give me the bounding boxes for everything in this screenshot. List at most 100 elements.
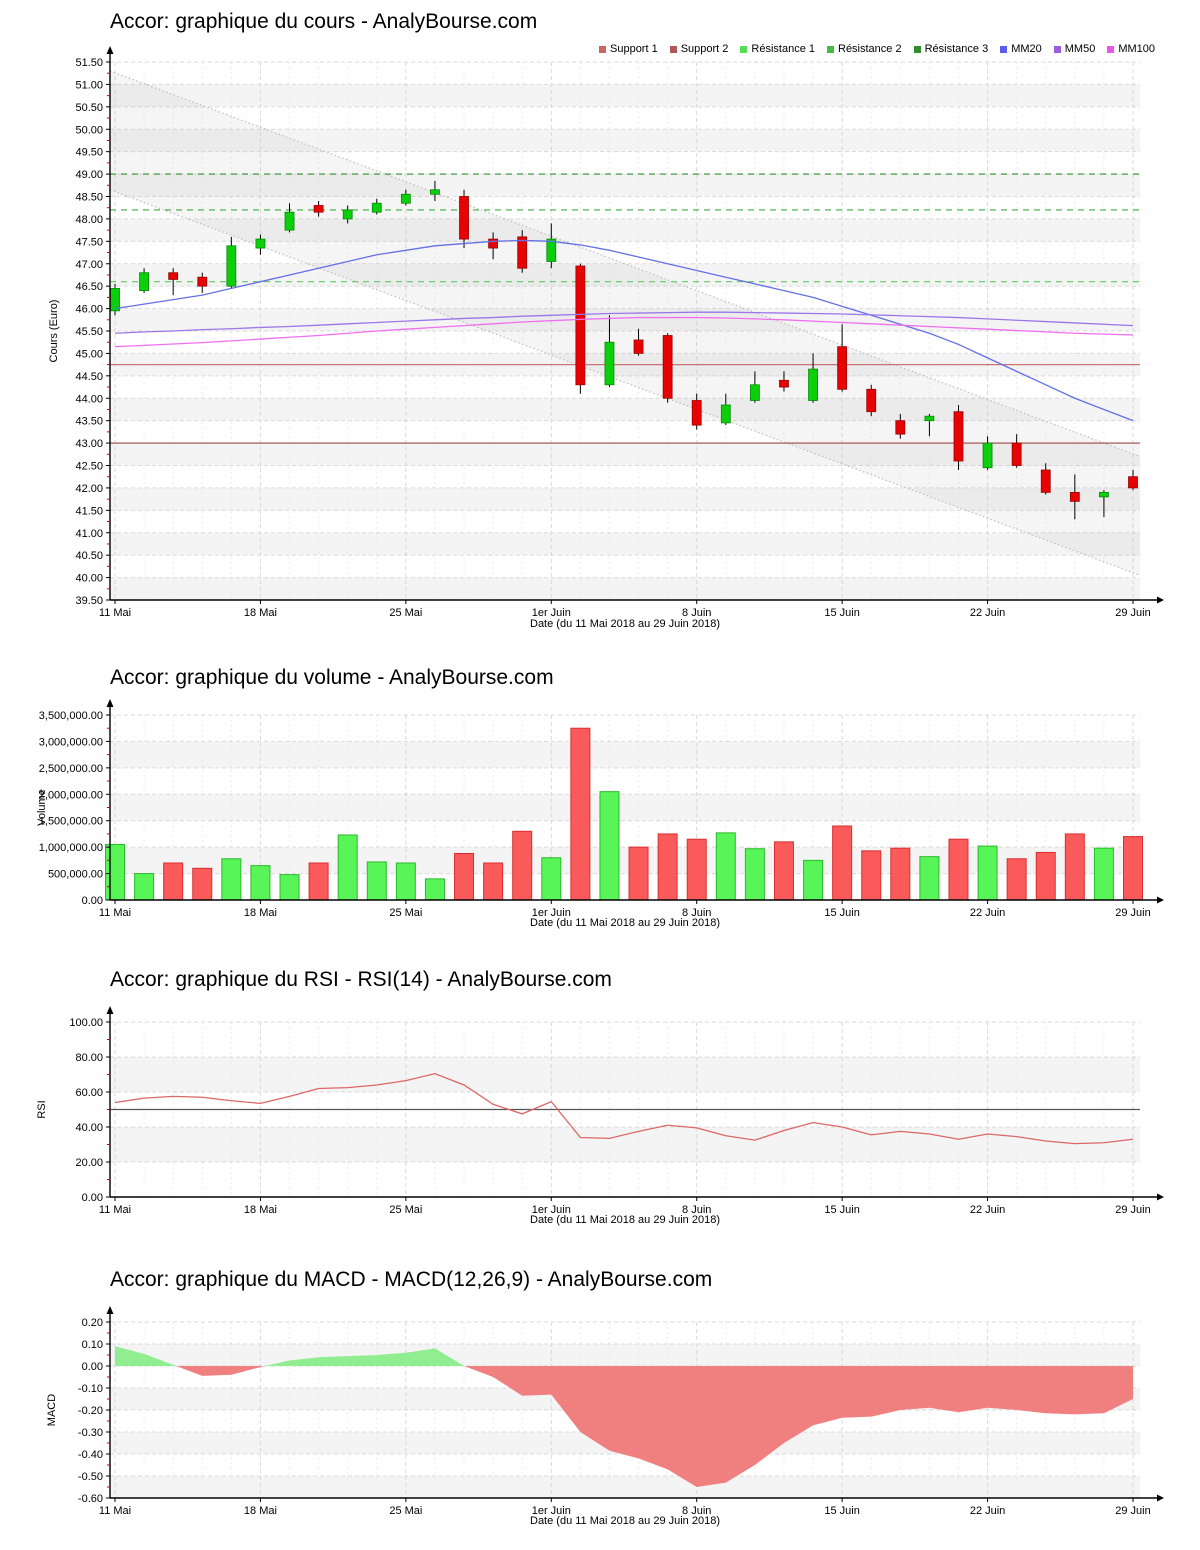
x-tick-label: 25 Mai	[389, 1505, 422, 1517]
background-stripe	[110, 308, 1140, 331]
candle	[575, 263, 586, 394]
x-tick-label: 1er Juin	[532, 907, 571, 919]
x-tick-label: 22 Juin	[970, 1204, 1005, 1216]
candle-body-up	[139, 272, 149, 292]
x-tick-label: 8 Juin	[682, 607, 711, 619]
candle-body-down	[866, 388, 877, 413]
volume-chart-section: Accor: graphique du volume - AnalyBourse…	[0, 650, 1200, 950]
x-tick-label: 22 Juin	[970, 907, 1005, 919]
volume-bar-up	[715, 832, 736, 901]
candle	[982, 436, 993, 470]
candle-body-up	[226, 245, 237, 287]
y-tick-label: 0.00	[82, 1192, 103, 1204]
legend-label: MM20	[1011, 43, 1042, 55]
legend-item: Résistance 1	[740, 43, 815, 55]
candle	[517, 230, 528, 273]
x-tick-label: 8 Juin	[682, 1204, 711, 1216]
y-tick-label: -0.60	[78, 1493, 103, 1505]
y-tick-label: 45.00	[75, 348, 103, 360]
volume-bar-up	[250, 865, 271, 901]
y-tick-label: 47.00	[75, 259, 103, 271]
background-stripe	[110, 84, 1140, 107]
y-tick-label: 40.00	[75, 1122, 103, 1134]
candle	[924, 413, 935, 437]
volume-bar-down	[1035, 851, 1056, 901]
volume-bar-down	[512, 830, 533, 901]
volume-bar-down	[1006, 858, 1027, 901]
mm50-line	[114, 311, 1134, 334]
x-tick-label: 18 Mai	[244, 907, 277, 919]
candle-body-up	[808, 368, 818, 401]
volume-bar-down	[628, 846, 649, 901]
x-tick-label: 18 Mai	[244, 1505, 277, 1517]
y-tick-label: 0.00	[82, 895, 103, 907]
volume-bar-down	[163, 862, 184, 901]
x-tick-label: 29 Juin	[1115, 907, 1150, 919]
rsi-line	[114, 1072, 1134, 1145]
candle	[284, 203, 295, 233]
candle-body-up	[546, 238, 557, 262]
candle-body-up	[400, 193, 411, 204]
background-stripe	[110, 263, 1140, 287]
background-stripe	[110, 218, 1140, 242]
y-axis-arrow-icon	[106, 46, 114, 54]
x-tick-label: 22 Juin	[970, 1505, 1005, 1517]
volume-chart-canvas: 0.00 500,000.00 1,000,000.00 1,500,000.00 2,…	[36, 699, 1164, 919]
x-tick-label: 29 Juin	[1115, 607, 1150, 619]
y-tick-label: 3,000,000.00	[39, 736, 103, 748]
background-stripe	[110, 443, 1140, 466]
volume-bar-up	[541, 857, 562, 901]
price-chart-title: Accor: graphique du cours - AnalyBourse.…	[110, 10, 538, 33]
volume-bar-down	[454, 852, 475, 901]
y-tick-label: 48.00	[75, 214, 103, 226]
candle-body-up	[255, 238, 266, 249]
y-tick-label: 40.00	[75, 573, 103, 585]
background-stripe	[110, 174, 1140, 197]
volume-bar-down	[657, 833, 678, 901]
volume-bar-up	[395, 862, 416, 901]
volume-bar-up	[919, 856, 940, 901]
x-tick-label: 15 Juin	[824, 1505, 859, 1517]
candle-body-up	[342, 209, 353, 220]
y-tick-label: -0.50	[78, 1471, 103, 1483]
candle-body-up	[982, 442, 993, 469]
regression-channel	[110, 70, 1140, 576]
channel-fill	[110, 70, 1140, 576]
candle-body-down	[1069, 491, 1080, 502]
rsi-x-axis-caption: Date (du 11 Mai 2018 au 29 Juin 2018)	[530, 1214, 720, 1226]
y-axis-arrow-icon	[106, 1006, 114, 1014]
candle-body-down	[691, 400, 702, 426]
x-tick-label: 18 Mai	[244, 1204, 277, 1216]
y-tick-label: 41.50	[75, 505, 103, 517]
candle	[691, 393, 702, 430]
candle	[168, 268, 179, 296]
background-stripe	[110, 741, 1140, 768]
y-tick-label: -0.10	[78, 1383, 103, 1395]
candle	[226, 236, 237, 289]
y-tick-label: 41.00	[75, 528, 103, 540]
x-tick-label: 25 Mai	[389, 1204, 422, 1216]
legend-item: Support 1	[599, 43, 658, 55]
background-stripe	[110, 1057, 1140, 1092]
volume-x-axis-caption: Date (du 11 Mai 2018 au 29 Juin 2018)	[530, 917, 720, 929]
volume-bar-down	[686, 838, 707, 901]
background-stripe	[110, 1476, 1140, 1498]
legend-item: Support 2	[669, 43, 728, 55]
x-tick-label: 15 Juin	[824, 607, 859, 619]
y-tick-label: 20.00	[75, 1157, 103, 1169]
legend-item: MM50	[1053, 43, 1095, 55]
volume-bar-down	[308, 862, 329, 901]
candle	[953, 404, 964, 470]
background-stripe	[110, 487, 1140, 511]
candle-body-down	[1040, 469, 1051, 493]
volume-bar-up	[366, 861, 387, 901]
legend-swatch-icon	[913, 45, 921, 53]
candle-body-down	[779, 379, 789, 388]
rsi-chart-canvas: 0.00 20.00 40.00 60.00 80.00 100.00 11 Mai 18 M…	[36, 1006, 1164, 1216]
legend-item: MM100	[1107, 43, 1155, 55]
price-chart-legend: Support 1 Support 2 Résistance 1 Résistance…	[599, 43, 1155, 55]
legend-item: MM20	[1000, 43, 1042, 55]
legend-label: Support 1	[610, 43, 658, 55]
volume-bar-down	[773, 841, 794, 901]
channel-bottom-line	[110, 189, 1140, 576]
